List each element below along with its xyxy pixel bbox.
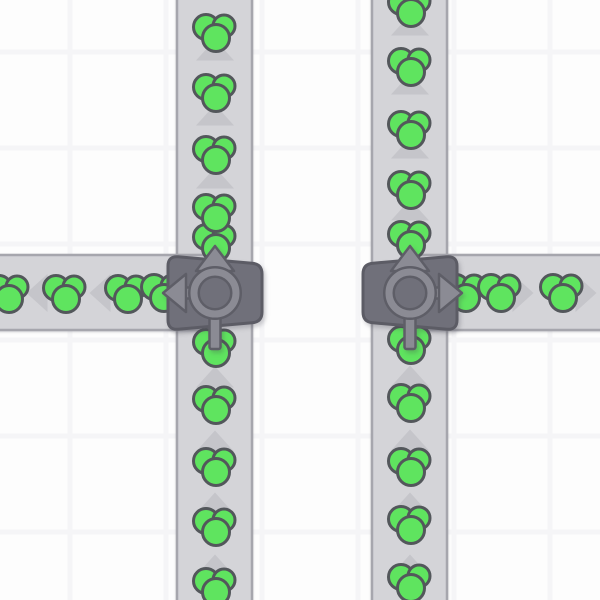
resource-blob	[486, 283, 516, 313]
resource-item	[42, 274, 87, 314]
resource-blob	[396, 0, 426, 28]
output-arrow-right-icon	[437, 272, 464, 314]
resource-item	[192, 385, 237, 425]
belt-arrow-up-icon	[391, 429, 429, 451]
resource-blob	[51, 284, 81, 314]
resource-item	[192, 447, 237, 487]
resource-blob	[396, 120, 426, 150]
resource-blob	[201, 23, 231, 53]
resource-blob	[396, 573, 426, 600]
resource-blob	[396, 515, 426, 545]
resource-blob	[0, 284, 24, 314]
belt-arrow-up-icon	[196, 104, 234, 126]
resource-item	[387, 563, 432, 600]
belt-arrow-up-icon	[196, 167, 234, 189]
resource-item	[387, 383, 432, 423]
resource-item	[192, 73, 237, 113]
belt-arrow-left-icon	[26, 274, 48, 312]
hub-ring	[385, 268, 435, 318]
resource-blob	[201, 457, 231, 487]
resource-item	[387, 170, 432, 210]
splitter-right[interactable]	[361, 244, 464, 351]
resource-item	[387, 505, 432, 545]
resource-blob	[396, 457, 426, 487]
resource-blob	[201, 145, 231, 175]
resource-blob	[113, 284, 143, 314]
belt-arrow-up-icon	[196, 430, 234, 452]
resource-item	[192, 507, 237, 547]
resource-blob	[201, 577, 231, 600]
resource-item	[192, 567, 237, 600]
resource-blob	[396, 57, 426, 87]
hub-ring	[190, 268, 240, 318]
resource-item	[192, 193, 237, 233]
belt-arrow-up-icon	[196, 366, 234, 388]
belt-arrow-up-icon	[391, 365, 429, 387]
resource-item	[387, 220, 432, 260]
resource-item	[192, 13, 237, 53]
resource-item	[0, 274, 30, 314]
splitter-left[interactable]	[161, 244, 264, 351]
resource-blob	[201, 395, 231, 425]
resource-item	[192, 135, 237, 175]
output-arrow-left-icon	[161, 272, 188, 314]
resource-item	[387, 0, 432, 28]
resource-item	[387, 47, 432, 87]
resource-item	[477, 273, 522, 313]
resource-item	[387, 110, 432, 150]
resource-blob	[201, 83, 231, 113]
resource-item	[387, 447, 432, 487]
resource-blob	[201, 203, 231, 233]
resource-blob	[396, 393, 426, 423]
resource-blob	[396, 180, 426, 210]
resource-blob	[548, 283, 578, 313]
resource-item	[539, 273, 584, 313]
belt-arrow-up-icon	[391, 199, 429, 221]
resource-blob	[201, 517, 231, 547]
